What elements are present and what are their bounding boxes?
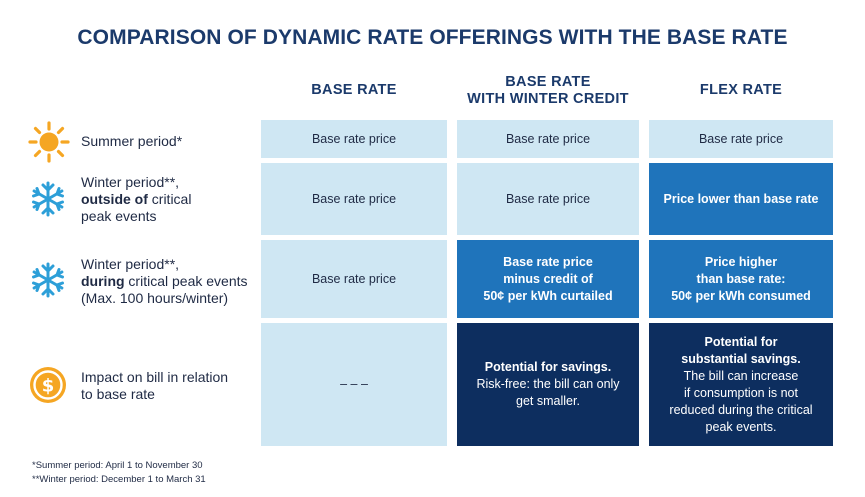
page-title: COMPARISON OF DYNAMIC RATE OFFERINGS WIT…	[77, 26, 788, 49]
impact-flex-line3: The bill can increase	[683, 368, 799, 383]
footnote-summer: *Summer period: April 1 to November 30	[32, 460, 203, 471]
row-label-winter-during-rest: critical peak events	[124, 273, 248, 289]
row-label-winter-during-line2: during critical peak events	[81, 273, 248, 290]
column-header-winter-credit-line1: BASE RATE	[505, 74, 591, 90]
cell-winter-outside-flex: Price lower than base rate	[649, 163, 833, 235]
winter-during-credit-line3: 50¢ per kWh curtailed	[483, 288, 613, 303]
row-label-winter-during-line1: Winter period**,	[81, 256, 180, 272]
cell-impact-flex: Potential for substantial savings. The b…	[649, 323, 833, 446]
dollar-coin-icon: $	[29, 366, 67, 404]
impact-flex-bold1: Potential for	[704, 334, 778, 349]
row-label-impact: Impact on bill in relation to base rate	[81, 369, 228, 403]
sun-icon	[28, 121, 70, 163]
impact-credit-line2: Risk-free: the bill can only	[476, 377, 620, 391]
row-label-impact-line2: to base rate	[81, 386, 155, 402]
impact-credit-line3: get smaller.	[516, 394, 580, 408]
cell-winter-outside-base: Base rate price	[261, 163, 447, 235]
snowflake-icon	[30, 262, 66, 298]
cell-winter-outside-winter-credit: Base rate price	[457, 163, 639, 235]
winter-during-credit-line1: Base rate price	[503, 254, 593, 269]
cell-summer-flex: Base rate price	[649, 120, 833, 158]
snowflake-icon	[30, 181, 66, 217]
impact-flex-line5: reduced during the critical	[669, 402, 813, 417]
cell-summer-winter-credit: Base rate price	[457, 120, 639, 158]
row-label-winter-during-line3: (Max. 100 hours/winter)	[81, 290, 229, 306]
cell-summer-base: Base rate price	[261, 120, 447, 158]
winter-during-flex-line2: than base rate:	[696, 271, 786, 286]
cell-impact-base: – – –	[261, 323, 447, 446]
footnote-winter: **Winter period: December 1 to March 31	[32, 474, 206, 485]
winter-during-credit-line2: minus credit of	[503, 271, 593, 286]
winter-during-flex-line1: Price higher	[704, 254, 778, 269]
row-label-winter-outside-rest: critical	[147, 191, 192, 207]
row-label-winter-during: Winter period**, during critical peak ev…	[81, 256, 248, 307]
row-label-winter-outside-bold: outside of	[81, 191, 148, 207]
cell-winter-during-base: Base rate price	[261, 240, 447, 318]
impact-flex-line4: if consumption is not	[684, 385, 798, 400]
cell-winter-during-flex: Price higher than base rate: 50¢ per kWh…	[649, 240, 833, 318]
impact-flex-line6: peak events.	[705, 419, 777, 434]
impact-flex-bold2: substantial savings.	[681, 351, 801, 366]
impact-credit-bold: Potential for savings.	[484, 360, 612, 374]
winter-during-flex-line3: 50¢ per kWh consumed	[671, 288, 811, 303]
column-header-winter-credit-line2: WITH WINTER CREDIT	[467, 91, 629, 107]
cell-winter-during-winter-credit: Base rate price minus credit of 50¢ per …	[457, 240, 639, 318]
column-header-winter-credit: BASE RATE WITH WINTER CREDIT	[457, 74, 639, 108]
row-label-winter-outside: Winter period**, outside of critical pea…	[81, 174, 191, 225]
row-label-winter-outside-line2: outside of critical	[81, 191, 191, 208]
row-label-impact-line1: Impact on bill in relation	[81, 369, 229, 385]
column-header-flex-rate: FLEX RATE	[699, 82, 783, 98]
row-label-winter-outside-line3: peak events	[81, 208, 157, 224]
row-label-winter-during-bold: during	[81, 273, 125, 289]
row-label-summer: Summer period*	[81, 133, 183, 149]
row-label-winter-outside-line1: Winter period**,	[81, 174, 180, 190]
column-header-base-rate: BASE RATE	[311, 82, 397, 98]
cell-impact-winter-credit: Potential for savings. Risk-free: the bi…	[457, 323, 639, 446]
svg-text:$: $	[42, 376, 55, 397]
